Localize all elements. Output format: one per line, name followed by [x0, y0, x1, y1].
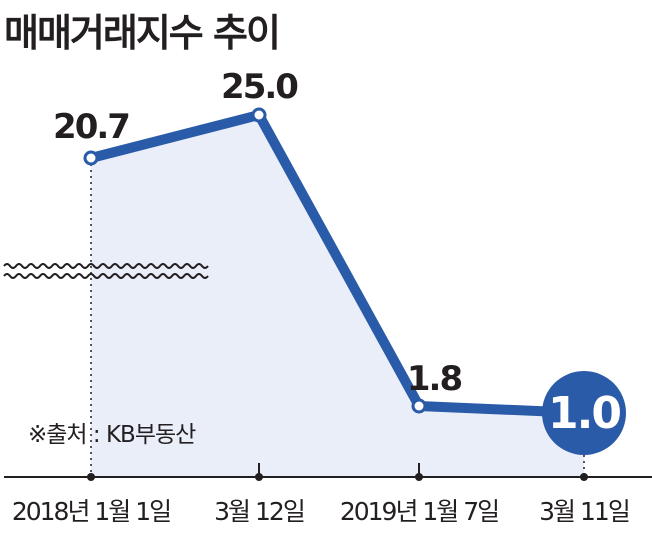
- data-point: [251, 107, 267, 123]
- data-point: [83, 150, 99, 166]
- data-label: 1.8: [407, 359, 462, 399]
- series-line: [86, 110, 589, 418]
- x-tick-label: 3월 12일: [214, 497, 304, 526]
- data-label: 1.0: [548, 388, 620, 439]
- area-fill: [91, 115, 584, 477]
- x-tick-label: 3월 11일: [539, 497, 629, 526]
- data-label: 25.0: [221, 67, 298, 107]
- source-note: ※출처 : KB부동산: [28, 422, 196, 448]
- axis-break-icon: [3, 263, 209, 279]
- chart-title: 매매거래지수 추이: [4, 11, 281, 55]
- highlight-point: [542, 371, 626, 455]
- x-tick-label: 2018년 1월 1일: [12, 497, 170, 526]
- data-point: [411, 398, 427, 414]
- x-tick-label: 2019년 1월 7일: [340, 497, 498, 526]
- data-label: 20.7: [53, 107, 129, 147]
